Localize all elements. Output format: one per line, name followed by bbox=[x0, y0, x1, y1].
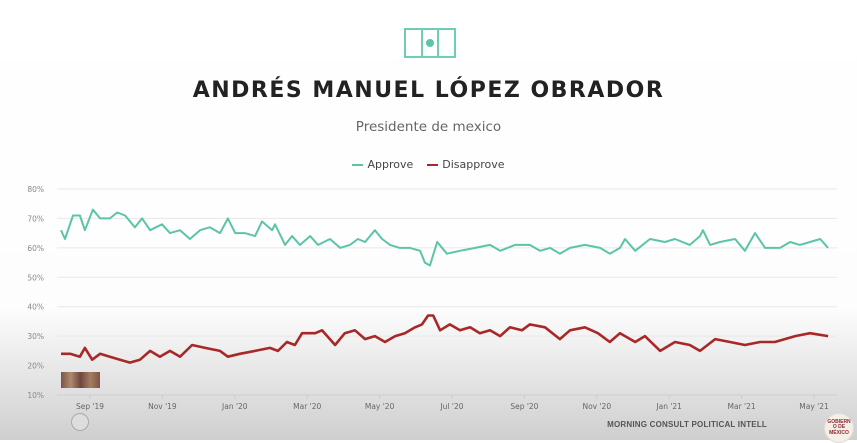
mexico-flag-icon bbox=[404, 28, 456, 58]
y-tick-label: 40% bbox=[27, 303, 44, 312]
x-tick-label: Sep '19 bbox=[76, 402, 104, 411]
chart-subtitle: Presidente de mexico bbox=[355, 119, 502, 135]
seal-icon bbox=[71, 413, 89, 431]
series-line-disapprove bbox=[61, 314, 829, 364]
x-tick-label: Jan '20 bbox=[221, 402, 248, 411]
y-tick-label: 70% bbox=[27, 214, 44, 223]
y-tick-label: 60% bbox=[27, 244, 44, 253]
y-tick-label: 80% bbox=[27, 185, 44, 194]
x-tick-label: Jan '21 bbox=[655, 402, 682, 411]
legend: Approve Disapprove bbox=[0, 158, 857, 171]
overlay-photo-thumbnail bbox=[61, 372, 100, 388]
y-tick-label: 10% bbox=[27, 391, 44, 400]
logo-text: GOBIERNO DE MÉXICO bbox=[827, 418, 851, 436]
x-tick-label: Mar '20 bbox=[293, 402, 321, 411]
legend-item-disapprove[interactable]: Disapprove bbox=[427, 158, 505, 171]
series-line-approve bbox=[60, 208, 829, 267]
gobierno-mexico-logo: GOBIERNO DE MÉXICO bbox=[824, 413, 854, 443]
x-tick-label: Sep '20 bbox=[510, 402, 538, 411]
legend-label-approve: Approve bbox=[367, 158, 414, 171]
x-tick-label: May '21 bbox=[799, 402, 829, 411]
y-tick-label: 30% bbox=[27, 332, 44, 341]
x-tick-label: Mar '21 bbox=[728, 402, 756, 411]
legend-swatch-approve bbox=[352, 163, 364, 166]
x-tick-label: Nov '19 bbox=[148, 402, 177, 411]
x-tick-label: Nov '20 bbox=[582, 402, 611, 411]
legend-label-disapprove: Disapprove bbox=[442, 158, 505, 171]
chart-title: ANDRÉS MANUEL LÓPEZ OBRADOR bbox=[192, 78, 665, 103]
source-credit: MORNING CONSULT POLITICAL INTELL bbox=[607, 420, 767, 429]
y-tick-label: 20% bbox=[27, 362, 44, 371]
y-tick-label: 50% bbox=[27, 273, 44, 282]
x-tick-label: Jul '20 bbox=[439, 402, 463, 411]
legend-swatch-disapprove bbox=[427, 163, 439, 166]
legend-item-approve[interactable]: Approve bbox=[352, 158, 413, 171]
x-tick-label: May '20 bbox=[365, 402, 395, 411]
